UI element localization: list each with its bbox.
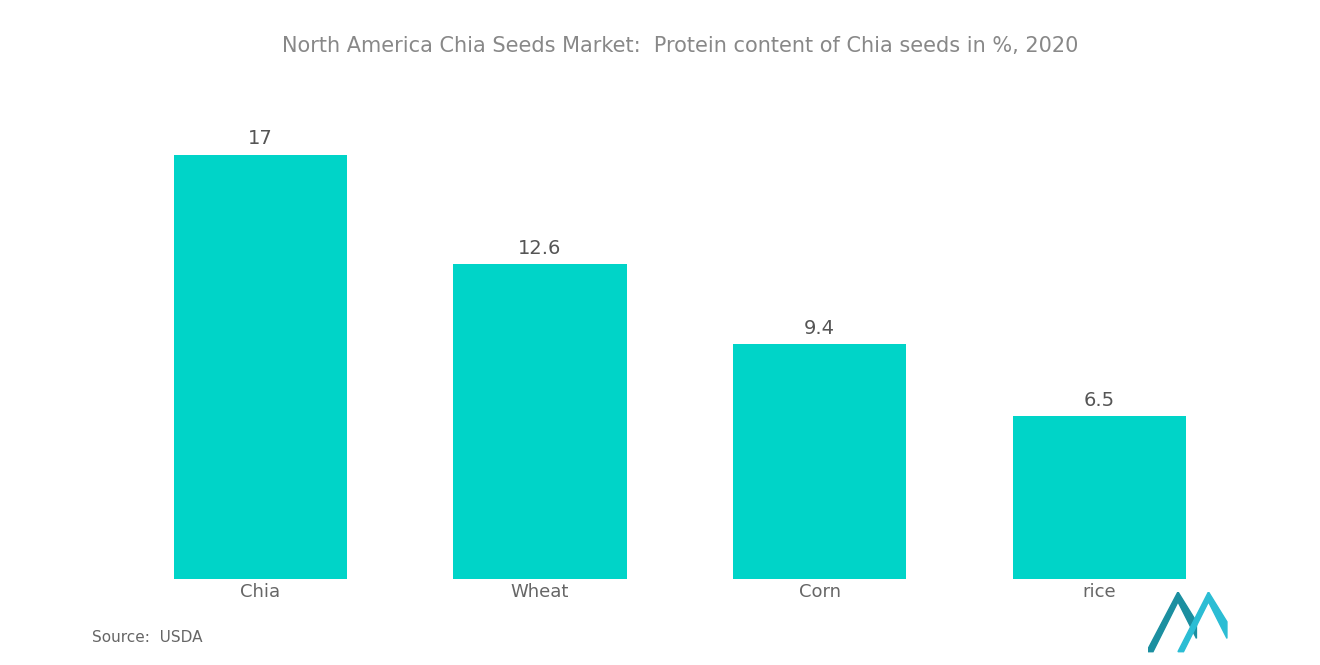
Text: 9.4: 9.4 xyxy=(804,319,836,338)
Polygon shape xyxy=(1147,592,1196,652)
Bar xyxy=(1012,416,1187,579)
Text: 6.5: 6.5 xyxy=(1084,391,1115,410)
Text: Source:  USDA: Source: USDA xyxy=(92,630,203,645)
Bar xyxy=(453,264,627,579)
Text: 17: 17 xyxy=(248,130,273,148)
Bar xyxy=(173,154,347,579)
Title: North America Chia Seeds Market:  Protein content of Chia seeds in %, 2020: North America Chia Seeds Market: Protein… xyxy=(281,36,1078,56)
Text: 12.6: 12.6 xyxy=(519,239,561,258)
Bar xyxy=(733,344,907,579)
Polygon shape xyxy=(1177,592,1228,652)
